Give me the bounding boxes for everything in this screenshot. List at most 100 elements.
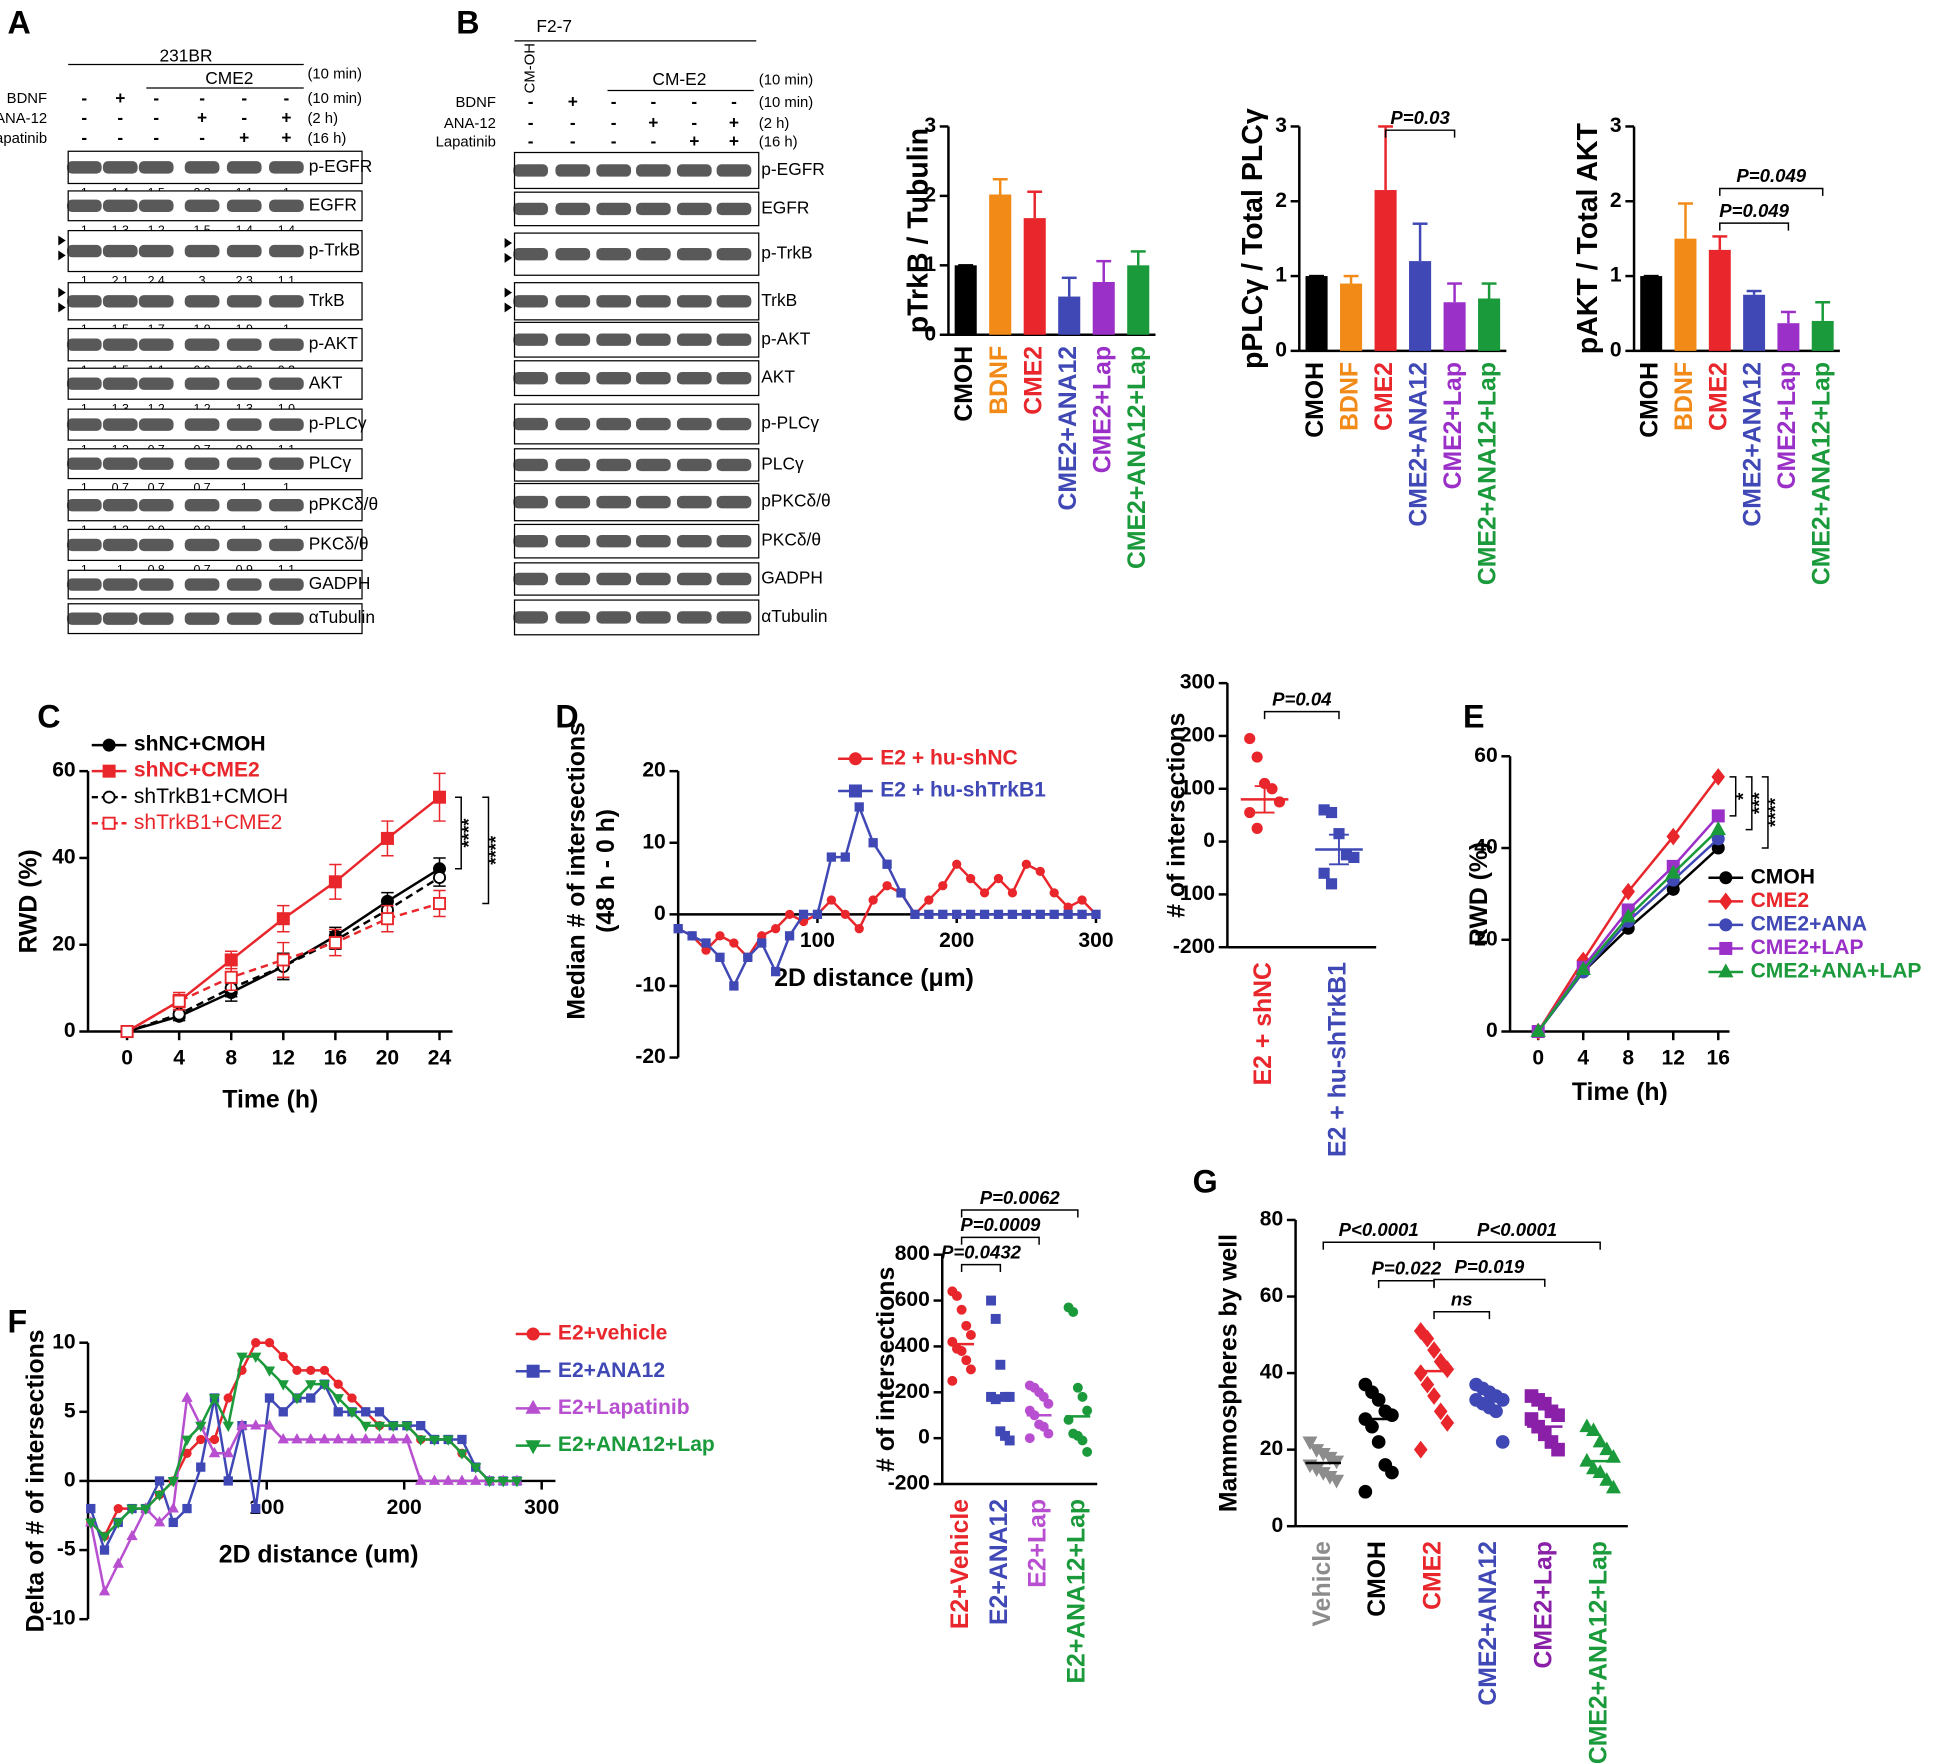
marker (1077, 909, 1087, 920)
blot-band (138, 418, 174, 431)
marker (126, 1529, 138, 1541)
significance-bracket (1729, 776, 1737, 817)
y-tick-label: 200 (1180, 724, 1215, 747)
marker (168, 1517, 178, 1528)
blot-band (555, 295, 591, 308)
blot-band (555, 572, 591, 586)
band-quant: 1 (117, 563, 124, 577)
marker (360, 1421, 372, 1433)
blot-band (716, 295, 752, 308)
x-tick-label: 100 (800, 929, 835, 952)
significance-label: P<0.0001 (1339, 1219, 1419, 1240)
marker (380, 912, 394, 926)
band-name: p-AKT (309, 333, 359, 353)
treatment-sign: + (689, 131, 699, 151)
treatment-sign: + (568, 91, 578, 111)
blot-band (184, 457, 220, 470)
x-tick-label: CME2 (1420, 1541, 1447, 1610)
treatment-sign: - (650, 131, 656, 151)
blot-band (138, 161, 174, 174)
marker (1021, 909, 1031, 920)
blot-band (269, 161, 304, 174)
marker (1385, 1465, 1399, 1480)
blot-band (676, 417, 712, 431)
marker (952, 1291, 962, 1301)
blot-band (102, 295, 138, 308)
marker (373, 1433, 386, 1444)
y-tick-label: 40 (52, 846, 75, 869)
treatment-name: Lapatinib (436, 135, 496, 151)
marker (428, 1435, 441, 1446)
marker (154, 1476, 165, 1486)
treatment-sign: - (81, 88, 87, 108)
x-tick-label: E2+ANA12 (986, 1499, 1013, 1625)
arrowhead (58, 302, 66, 313)
marker (1621, 882, 1635, 901)
treatment-sign: - (153, 108, 159, 128)
treatment-name: ANA-12 (444, 116, 496, 132)
marker (995, 1359, 1006, 1370)
blot-band (555, 534, 591, 548)
legend-label: E2 + hu-shNC (880, 746, 1018, 769)
marker (1024, 1433, 1035, 1444)
blot-band (555, 495, 591, 509)
marker (798, 909, 809, 920)
treatment-sign: - (241, 108, 247, 128)
legend-marker (102, 738, 116, 752)
blot-band (513, 371, 548, 385)
blot-band (596, 164, 632, 177)
marker (1710, 821, 1726, 836)
marker (771, 966, 781, 977)
band-name: p-EGFR (761, 159, 825, 179)
marker (401, 1433, 413, 1444)
x-tick-label: CME2+ANA12+Lap (1475, 362, 1502, 585)
marker (208, 1394, 221, 1405)
marker (965, 1364, 976, 1375)
bar (1674, 238, 1697, 351)
marker (181, 1435, 193, 1446)
bar (1092, 281, 1115, 335)
band-name: p-AKT (761, 328, 811, 348)
marker (840, 852, 850, 862)
treatment-time: (16 h) (759, 135, 798, 151)
blot-band (716, 572, 752, 586)
marker (924, 895, 934, 905)
marker (1322, 1470, 1338, 1485)
marker (961, 1320, 972, 1331)
treatment-name: ANA-12 (0, 111, 47, 127)
blot-band (138, 295, 174, 308)
marker (979, 909, 990, 920)
x-tick-label: CME2 (1020, 346, 1047, 415)
y-axis-label: Delta of # of intersections (23, 1329, 50, 1632)
treatment-name: BDNF (7, 91, 47, 107)
blot-band (636, 417, 671, 431)
blot-band (138, 338, 174, 351)
blot-band (226, 578, 262, 591)
band-name: pPKCδ/θ (309, 494, 378, 514)
blot-band (102, 377, 138, 390)
blot-band (636, 534, 671, 548)
significance-bracket (1719, 222, 1790, 231)
blot-band (555, 371, 591, 385)
treatment-sign: + (115, 88, 125, 108)
blot-band (184, 295, 220, 308)
marker (947, 1375, 958, 1386)
marker (278, 1407, 288, 1417)
marker (86, 1503, 96, 1514)
blot-band (269, 338, 304, 351)
significance-bracket (455, 796, 462, 870)
legend-label: E2+ANA12+Lap (558, 1433, 715, 1456)
treatment-time: (10 min) (307, 91, 362, 107)
y-axis-label: # of intersections (1163, 713, 1190, 918)
x-tick-label: CME2+Lap (1530, 1541, 1557, 1668)
marker (1068, 1307, 1079, 1317)
blot-band (596, 458, 632, 472)
blot-band (269, 418, 304, 431)
marker (826, 852, 837, 862)
band-name: p-PLCγ (761, 413, 819, 433)
blot-band (138, 457, 174, 470)
blot-band (716, 495, 752, 509)
marker (374, 1407, 385, 1417)
significance-bracket (1322, 1241, 1435, 1250)
